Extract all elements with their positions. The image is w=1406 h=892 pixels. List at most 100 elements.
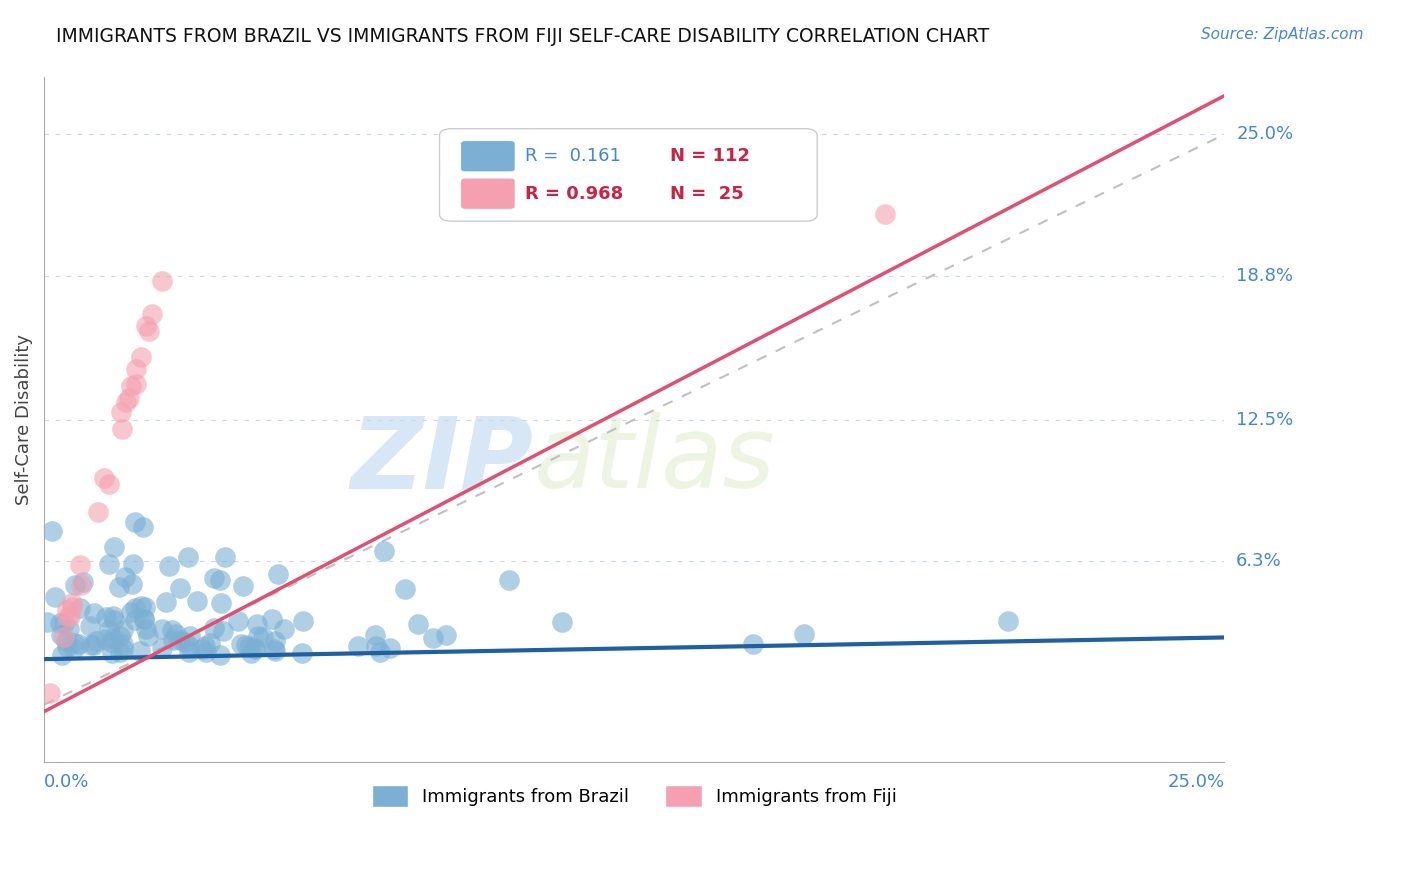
- FancyBboxPatch shape: [440, 128, 817, 221]
- Point: [157, 559, 180, 574]
- Point: [267, 567, 290, 582]
- Point: [84, 634, 107, 648]
- Point: [198, 636, 221, 650]
- Point: [136, 629, 159, 643]
- Point: [422, 631, 444, 645]
- Point: [98, 557, 121, 571]
- Point: [56, 610, 79, 624]
- Point: [177, 550, 200, 565]
- Point: [155, 594, 177, 608]
- Point: [67, 637, 90, 651]
- Point: [124, 601, 146, 615]
- Point: [262, 612, 284, 626]
- Point: [364, 628, 387, 642]
- Point: [135, 319, 157, 334]
- Point: [132, 520, 155, 534]
- Point: [347, 639, 370, 653]
- Point: [209, 596, 232, 610]
- Point: [132, 612, 155, 626]
- Point: [69, 600, 91, 615]
- Point: [214, 550, 236, 565]
- FancyBboxPatch shape: [461, 141, 515, 172]
- Text: N = 112: N = 112: [669, 147, 749, 165]
- Point: [135, 622, 157, 636]
- Text: ZIP: ZIP: [352, 412, 534, 509]
- Point: [406, 617, 429, 632]
- Point: [195, 645, 218, 659]
- Point: [112, 623, 135, 637]
- Point: [53, 616, 76, 631]
- Point: [152, 622, 174, 636]
- Point: [246, 617, 269, 632]
- Point: [111, 422, 134, 436]
- Point: [228, 614, 250, 628]
- Point: [162, 623, 184, 637]
- Point: [742, 637, 765, 651]
- Point: [132, 612, 155, 626]
- Point: [98, 624, 121, 638]
- Point: [129, 599, 152, 613]
- Point: [291, 646, 314, 660]
- Point: [169, 632, 191, 647]
- Point: [63, 577, 86, 591]
- Point: [103, 613, 125, 627]
- Point: [44, 590, 66, 604]
- Point: [51, 628, 73, 642]
- Point: [114, 570, 136, 584]
- Point: [873, 207, 896, 221]
- Point: [378, 641, 401, 656]
- Point: [498, 573, 520, 587]
- Point: [252, 630, 274, 644]
- Point: [72, 574, 94, 589]
- Point: [55, 634, 77, 648]
- Point: [364, 639, 387, 653]
- Point: [125, 362, 148, 376]
- FancyBboxPatch shape: [461, 178, 515, 209]
- Text: 6.3%: 6.3%: [1236, 552, 1282, 570]
- Text: Source: ZipAtlas.com: Source: ZipAtlas.com: [1201, 27, 1364, 42]
- Text: 12.5%: 12.5%: [1236, 410, 1294, 429]
- Point: [59, 608, 82, 623]
- Point: [124, 515, 146, 529]
- Point: [38, 686, 60, 700]
- Point: [194, 639, 217, 653]
- Point: [997, 614, 1019, 628]
- Text: N =  25: N = 25: [669, 185, 744, 202]
- Point: [179, 629, 201, 643]
- Point: [79, 619, 101, 633]
- Point: [93, 632, 115, 646]
- Point: [129, 644, 152, 658]
- Point: [62, 641, 84, 656]
- Point: [115, 395, 138, 409]
- Point: [121, 577, 143, 591]
- Point: [108, 645, 131, 659]
- Point: [79, 638, 101, 652]
- Point: [179, 645, 201, 659]
- Point: [35, 615, 58, 629]
- Point: [48, 616, 70, 631]
- Point: [264, 633, 287, 648]
- Point: [101, 609, 124, 624]
- Point: [177, 639, 200, 653]
- Point: [238, 640, 260, 654]
- Point: [212, 624, 235, 638]
- Point: [97, 477, 120, 491]
- Point: [108, 580, 131, 594]
- Point: [83, 638, 105, 652]
- Point: [231, 637, 253, 651]
- Point: [208, 573, 231, 587]
- Point: [69, 577, 91, 591]
- Point: [56, 640, 79, 654]
- Point: [83, 606, 105, 620]
- Point: [120, 379, 142, 393]
- Point: [124, 614, 146, 628]
- Point: [87, 505, 110, 519]
- Text: 0.0%: 0.0%: [44, 773, 90, 791]
- Point: [60, 596, 83, 610]
- Y-axis label: Self-Care Disability: Self-Care Disability: [15, 334, 32, 505]
- Point: [141, 307, 163, 321]
- Point: [208, 648, 231, 662]
- Point: [240, 647, 263, 661]
- Point: [191, 641, 214, 656]
- Point: [110, 405, 132, 419]
